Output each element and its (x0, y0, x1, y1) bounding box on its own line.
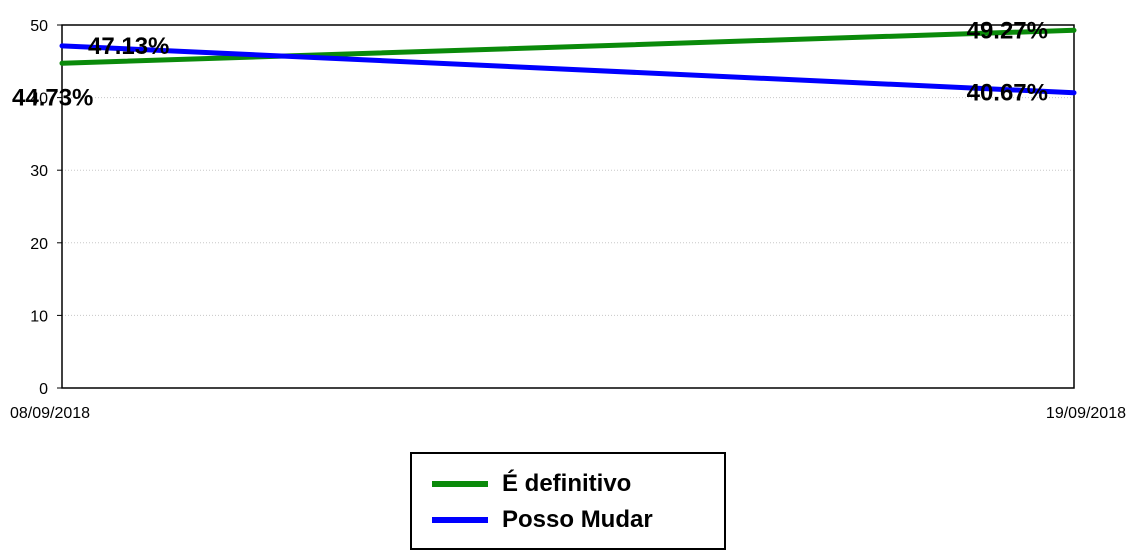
data-label: 40.67% (967, 80, 1048, 107)
x-tick-label: 19/09/2018 (1046, 405, 1126, 422)
data-label: 49.27% (967, 17, 1048, 44)
legend-label-posso-mudar: Posso Mudar (502, 506, 653, 533)
legend-swatch-posso-mudar (432, 517, 488, 523)
x-tick-label: 08/09/2018 (10, 405, 90, 422)
grid-lines (62, 97, 1074, 316)
y-axis-ticks: 0 10 20 30 40 50 (30, 18, 62, 398)
y-tick-label: 40 (30, 91, 48, 108)
legend-swatch-definitivo (432, 481, 488, 487)
series-lines (59, 27, 1077, 96)
legend-item-definitivo: É definitivo (432, 466, 631, 502)
y-tick-label: 20 (30, 236, 48, 253)
x-axis-ticks: 08/09/2018 19/09/2018 (10, 405, 1126, 422)
y-tick-label: 50 (30, 18, 48, 35)
series-line-1 (59, 43, 1077, 96)
legend-label-definitivo: É definitivo (502, 470, 632, 497)
data-label: 44.73% (12, 84, 93, 111)
y-tick-label: 0 (39, 381, 48, 398)
legend-item-posso-mudar: Posso Mudar (432, 502, 653, 538)
data-label: 47.13% (88, 33, 169, 60)
series-line-0 (59, 27, 1077, 66)
legend: É definitivo Posso Mudar (410, 452, 726, 550)
plot-area-frame (61, 24, 1075, 389)
data-labels: 44.73% 49.27% 47.13% 40.67% (12, 17, 1048, 111)
y-tick-label: 10 (30, 308, 48, 325)
y-tick-label: 30 (30, 163, 48, 180)
